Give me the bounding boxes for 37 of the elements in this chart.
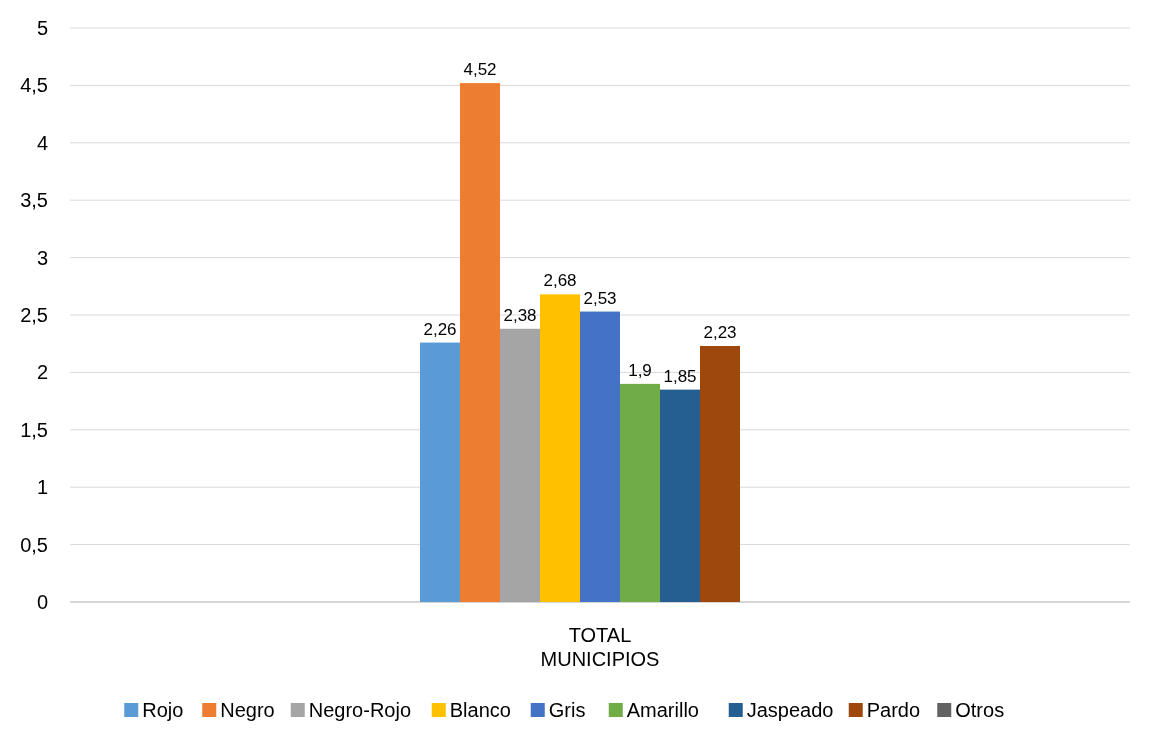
bar [420,342,460,602]
legend-label: Gris [548,699,586,721]
data-label: 2,53 [583,288,617,308]
legend-label: Blanco [449,699,511,721]
bar [540,294,580,602]
y-tick-label: 2 [36,361,48,384]
y-tick-label: 5 [36,17,48,39]
legend-label: Amarillo [626,699,699,721]
y-tick-label: 3,5 [20,189,48,212]
data-label: 2,23 [703,323,737,342]
bar [580,311,620,602]
data-label: 2,38 [503,305,537,325]
data-label: 1,9 [628,360,652,380]
legend-label: Otros [955,699,1005,721]
y-tick-label: 4 [36,131,48,154]
data-label: 1,85 [663,366,697,386]
legend-label: Negro-Rojo [308,699,412,721]
y-tick-label: 0,5 [20,533,48,556]
data-label: 4,52 [463,60,497,80]
y-tick-label: 1,5 [20,418,48,441]
bar [500,328,540,602]
bar [660,389,700,602]
y-tick-label: 3 [36,246,48,269]
data-label: 2,26 [423,319,457,339]
bar [700,346,740,602]
y-tick-label: 0 [36,591,48,613]
legend-label: Negro [220,699,275,721]
data-label: 2,68 [543,271,577,291]
y-tick-label: 1 [36,476,48,499]
x-tick-label: TOTAL MUNICIPIOS [540,624,660,670]
y-tick-label: 4,5 [20,74,48,97]
legend-label: Jaspeado [746,699,834,721]
bar [460,83,500,602]
bar [620,383,660,602]
legend-label: Rojo [142,699,184,721]
legend-label: Pardo [866,699,921,721]
y-tick-label: 2,5 [20,304,48,326]
